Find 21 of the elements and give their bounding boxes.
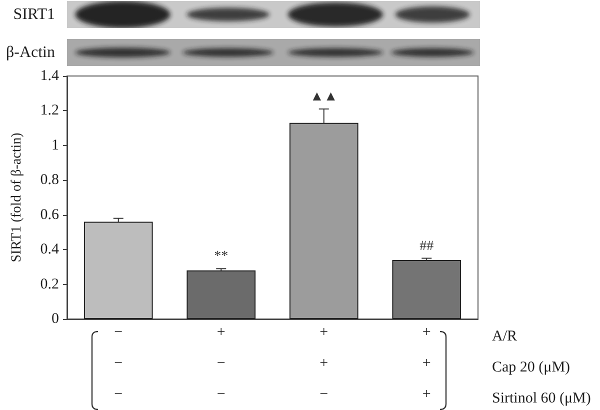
- annotation: ▲▲: [310, 89, 338, 104]
- y-tick-label: 0.6: [40, 206, 60, 223]
- y-tick-label: 1: [52, 137, 59, 154]
- y-tick-label: 0.4: [40, 242, 60, 258]
- text: Sirtinol 60 (μM): [492, 390, 591, 406]
- y-axis-title: SIRT1 (fold of β-actin): [10, 132, 24, 262]
- text: A/R: [492, 328, 518, 344]
- y-tick-label: 1.2: [40, 102, 59, 119]
- x-tick-label: + − −: [216, 324, 226, 402]
- y-tick-label: 0.8: [40, 172, 59, 188]
- x-tick-label: + + +: [422, 324, 431, 402]
- text: Cap 20 (μM): [492, 359, 570, 375]
- x-tick-label: − − −: [114, 324, 123, 402]
- y-tick-label: 0.2: [40, 276, 59, 292]
- x-tick-label: + + −: [320, 324, 328, 402]
- text: SIRT1: [13, 6, 55, 22]
- annotation: **: [214, 249, 228, 264]
- text: β-Actin: [6, 44, 55, 60]
- annotation: ##: [420, 238, 434, 254]
- y-tick-label: 1.4: [40, 68, 60, 84]
- y-tick-label: 0: [52, 311, 59, 327]
